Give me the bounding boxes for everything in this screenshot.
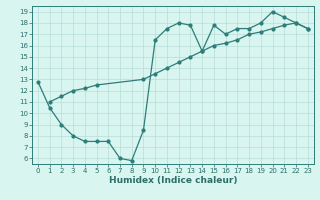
X-axis label: Humidex (Indice chaleur): Humidex (Indice chaleur) (108, 176, 237, 185)
